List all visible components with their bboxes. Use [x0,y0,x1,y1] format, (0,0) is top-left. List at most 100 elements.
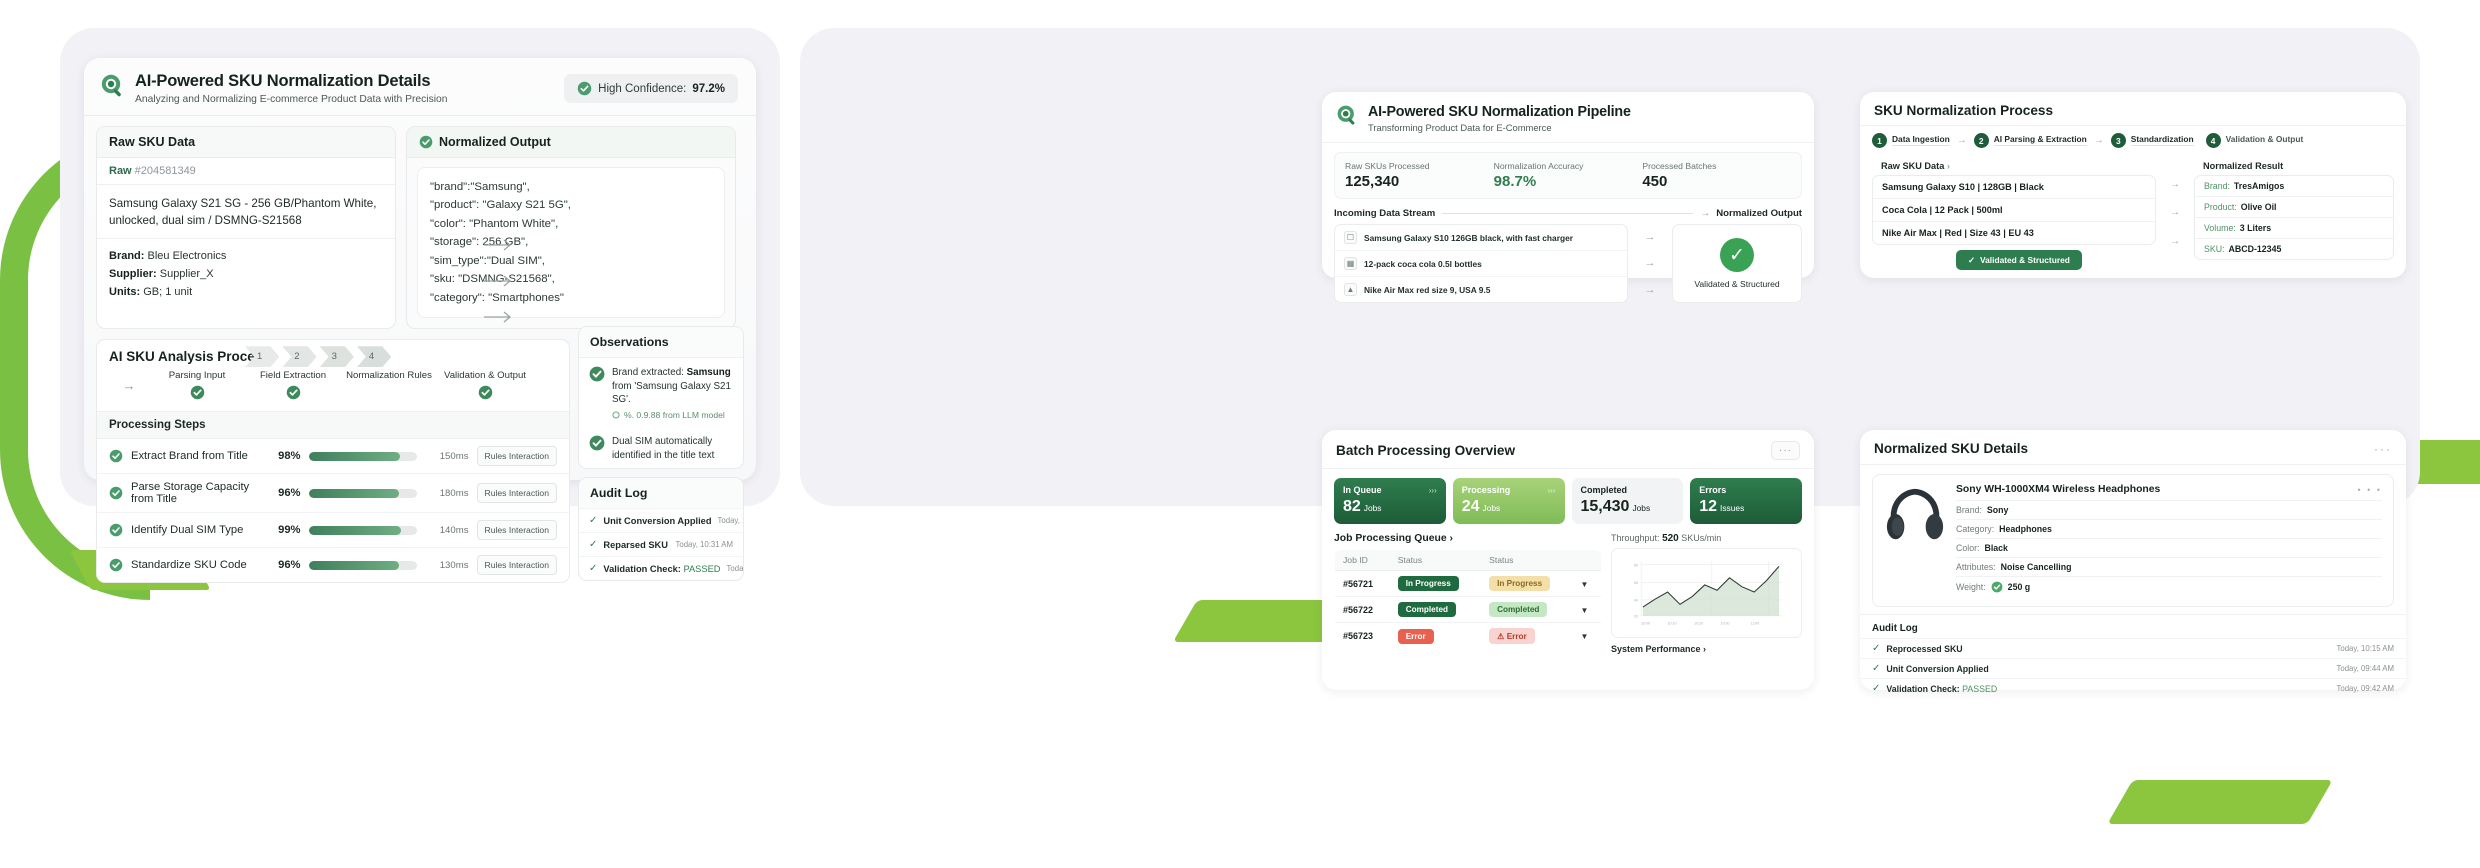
json-line: "sim_type":"Dual SIM", [430,254,545,267]
arrow-right-icon: → [2093,135,2104,146]
batch-menu-button[interactable]: ··· [1771,441,1800,460]
kpi-value: 450 [1642,173,1668,190]
shoe-icon: ▲ [1344,283,1357,296]
column-status-2: Status [1481,550,1573,571]
chevron-down-icon[interactable]: ▼ [1580,605,1589,615]
audit-time: Today, 09:44 AM [2336,664,2394,673]
stream-item: ▲ Nike Air Max red size 9, USA 9.5 [1335,277,1627,302]
rules-interaction-button[interactable]: Rules Interaction [476,446,557,467]
step-number: 4 [2205,133,2221,148]
rules-interaction-button[interactable]: Rules Interaction [476,483,557,504]
ring-icon [612,411,620,420]
check-icon: ✓ [589,515,598,527]
processing-step-row: Extract Brand from Title 98% 150ms Rules… [97,439,569,475]
job-status-soft: In Progress [1481,570,1573,597]
audit-log-name: Validation Check: PASSED [603,563,721,574]
normalized-output-heading: Normalized Output [407,127,735,158]
raw-list-item: Nike Air Max | Red | Size 43 | EU 43 [1873,221,2155,244]
result-field: Volume: 3 Liters [2195,217,2393,238]
svg-text:40: 40 [1634,599,1638,603]
confidence-label: High Confidence: [598,82,687,95]
chart-area-fill [1642,566,1779,616]
throughput-label-row: Throughput: 520 SKUs/min [1611,533,1802,548]
analysis-step-chevrons: 1 2 3 4 [245,346,394,367]
job-id: #56721 [1335,570,1390,597]
product-row-menu[interactable]: • • • [2357,484,2382,495]
process-step-4[interactable]: 4 Validation & Output [2205,133,2303,148]
svg-text:10:30: 10:30 [1721,622,1730,626]
page-subtitle: Analyzing and Normalizing E-commerce Pro… [135,94,448,105]
queue-heading[interactable]: Job Processing Queue › [1334,533,1453,544]
check-circle-icon [109,486,123,500]
check-circle-icon [419,135,433,149]
arrow-right-icon: → [2170,207,2180,219]
raw-sku-id-row: Raw #204581349 [97,158,395,185]
stat-label: Processing [1461,485,1511,495]
normalized-sku-details-card: Normalized SKU Details ··· Sony WH-1000X… [1860,430,2406,694]
chevron-down-icon[interactable]: ▼ [1580,632,1589,641]
pipeline-flow-labels: Incoming Data Stream → Normalized Output [1334,208,1802,219]
step-percent: 96% [278,487,301,500]
rules-interaction-button[interactable]: Rules Interaction [476,555,557,576]
job-status-soft: ⚠ Error [1481,623,1572,650]
incoming-stream-label: Incoming Data Stream [1334,208,1436,219]
stat-processing: Processing ››› 24 Jobs [1452,478,1565,524]
step-label: Data Ingestion [1892,134,1950,147]
result-field: SKU: ABCD-12345 [2195,238,2393,259]
arrow-right-icon: → [1956,135,1967,146]
step-progress-bar [308,560,417,570]
supplier-value: Supplier_X [159,267,214,280]
check-icon: ✓ [1872,663,1881,674]
step-latency: 150ms [439,450,469,462]
stream-item: ▦ 12-pack coca cola 0.5l bottles [1335,251,1627,277]
json-line: "color": "Phantom White", [430,217,559,230]
step-percent: 98% [278,450,301,463]
process-steps-strip: 1 Data Ingestion → 2 AI Parsing & Extrac… [1860,126,2406,154]
details-menu-button[interactable]: ··· [2374,441,2392,456]
job-status-soft: Completed [1481,596,1573,623]
row-dropdown: ▼ [1572,570,1601,597]
product-name: Sony WH-1000XM4 Wireless Headphones [1956,484,2161,495]
rules-interaction-button[interactable]: Rules Interaction [476,520,557,541]
check-icon: ✓ [589,563,598,575]
json-line: "brand":"Samsung", [430,181,530,193]
step-progress-bar [308,451,417,461]
throughput-area-chart: 80 60 40 20 10:00 10:10 10:20 10:30 11:0… [1634,561,1783,626]
step-percent: 96% [278,559,301,572]
details-card-header: AI-Powered SKU Normalization Details Ana… [84,58,756,116]
check-circle-icon [577,81,592,96]
chevron-down-icon[interactable]: ▼ [1580,579,1589,589]
audit-name: Unit Conversion Applied [1886,663,1989,674]
confidence-badge: High Confidence: 97.2% [564,74,738,103]
process-step-2[interactable]: 2 AI Parsing & Extraction [1973,133,2087,148]
process-body: Raw SKU Data › Samsung Galaxy S10 | 128G… [1872,156,2394,270]
step-progress-bar [308,525,417,535]
analysis-step-1: Parsing Input [149,370,245,405]
process-step-3[interactable]: 3 Standardization [2110,133,2194,148]
stat-value: 12 Issues [1699,498,1745,515]
process-step-1[interactable]: 1 Data Ingestion [1872,133,1950,148]
step-progress-bar [308,488,417,498]
validated-output-box: ✓ Validated & Structured [1672,224,1802,303]
job-status-solid: In Progress [1389,570,1482,597]
analysis-step-3: Normalization Rules [341,370,437,382]
product-field-color: Color: Black [1956,539,2382,558]
audit-log-row: ✓ Unit Conversion Applied Today, 10:31 A… [579,508,743,532]
svg-text:20: 20 [1634,615,1638,619]
normalized-output-label: Normalized Output [1716,208,1802,219]
throughput-value: 520 [1662,533,1679,544]
normalized-result-heading: Normalized Result [2203,161,2284,171]
step-number: 1 [1872,133,1887,148]
chevron-step-4: 4 [357,346,391,367]
check-circle-icon: ✓ [1720,238,1754,272]
system-performance-link[interactable]: System Performance › [1611,644,1707,654]
step-label: Standardization [2130,134,2194,147]
raw-sku-title-text: Samsung Galaxy S21 SG - 256 GB/Phantom W… [97,185,395,239]
incoming-stream-list: ☐ Samsung Galaxy S10 126GB black, with f… [1334,224,1628,303]
supplier-label: Supplier: [109,267,157,280]
brand-label: Brand: [109,249,145,262]
svg-text:60: 60 [1634,581,1638,585]
check-circle-icon [286,386,300,400]
validated-structured-pill: ✓ Validated & Structured [1956,250,2082,270]
